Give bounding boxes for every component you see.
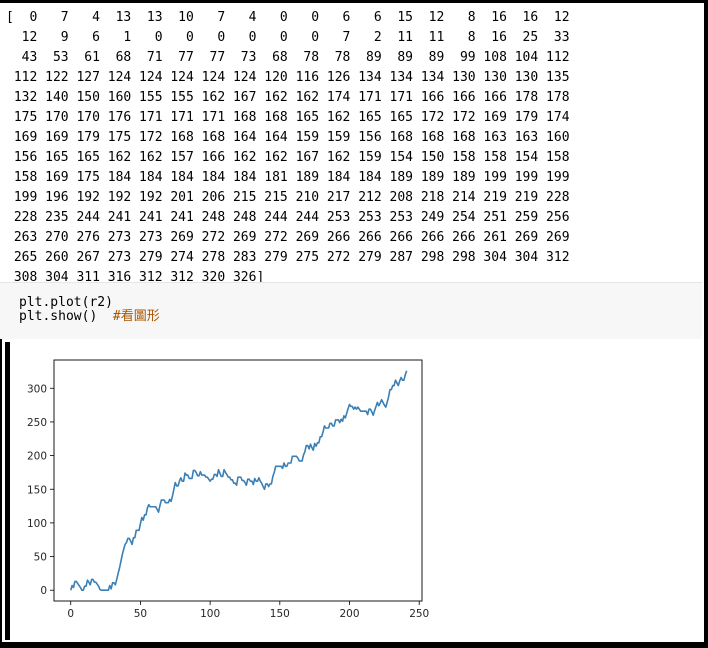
output-line: 158 169 175 184 184 184 184 184 181 189 … (6, 170, 570, 185)
window-border-top (0, 0, 708, 3)
code-editor[interactable]: plt.plot(r2) plt.show() #看圖形 (7, 294, 700, 325)
x-tick-label: 150 (270, 608, 290, 620)
line-chart: 0 50 100 150 200 250 0 50 100 150 200 250 300 (27, 359, 429, 620)
window-border-right (704, 0, 708, 648)
x-tick-label: 200 (339, 608, 359, 620)
code-cell[interactable]: plt.plot(r2) plt.show() #看圖形 (0, 283, 702, 339)
array-output-area: [ 0 7 4 13 13 10 7 4 0 0 6 6 15 12 8 16 … (0, 3, 702, 285)
output-line: 169 169 179 175 172 168 168 164 164 159 … (6, 130, 570, 145)
series-line (69, 370, 408, 592)
y-tick-label: 300 (27, 383, 47, 395)
x-tick-label: 100 (200, 608, 220, 620)
output-line: 265 260 267 273 279 274 278 283 279 275 … (6, 250, 570, 265)
plot-output-area: 0 50 100 150 200 250 0 50 100 150 200 250 300 (2, 340, 702, 640)
y-tick-label: 250 (27, 417, 47, 429)
output-line: 308 304 311 316 312 312 320 326] (6, 270, 265, 285)
output-line: 12 9 6 1 0 0 0 0 0 0 7 2 11 11 8 16 25 3… (6, 30, 570, 45)
window-border-bottom (0, 642, 708, 648)
code-line-2[interactable]: plt.show() #看圖形 (19, 309, 160, 324)
y-tick-label: 0 (40, 585, 47, 597)
code-line-1[interactable]: plt.plot(r2) (19, 295, 113, 310)
y-tick-label: 100 (27, 518, 47, 530)
array-output-text: [ 0 7 4 13 13 10 7 4 0 0 6 6 15 12 8 16 … (0, 3, 702, 288)
y-tick-label: 50 (34, 552, 47, 564)
output-line: 112 122 127 124 124 124 124 124 120 116 … (6, 70, 570, 85)
output-line: 263 270 276 273 273 269 272 269 272 269 … (6, 230, 570, 245)
output-line: 175 170 170 176 171 171 171 168 168 165 … (6, 110, 570, 125)
x-tick-label: 0 (67, 608, 74, 620)
output-line: 43 53 61 68 71 77 77 73 68 78 78 89 89 8… (6, 50, 570, 65)
x-tick-label: 250 (409, 608, 429, 620)
cell-separator (0, 282, 702, 283)
output-line: 156 165 165 162 162 157 166 162 162 167 … (6, 150, 570, 165)
y-tick-label: 200 (27, 451, 47, 463)
output-line: 228 235 244 241 241 241 248 248 244 244 … (6, 210, 570, 225)
y-tick-label: 150 (27, 484, 47, 496)
output-prompt-bar (5, 342, 10, 640)
x-tick-label: 50 (134, 608, 147, 620)
axes-frame (53, 359, 423, 602)
code-line-2-code[interactable]: plt.show() (19, 309, 113, 324)
output-line: 199 196 192 192 192 201 206 215 215 210 … (6, 190, 570, 205)
output-line: 132 140 150 160 155 155 162 167 162 162 … (6, 90, 570, 105)
output-line: [ 0 7 4 13 13 10 7 4 0 0 6 6 15 12 8 16 … (6, 10, 570, 25)
code-comment[interactable]: #看圖形 (112, 309, 160, 324)
